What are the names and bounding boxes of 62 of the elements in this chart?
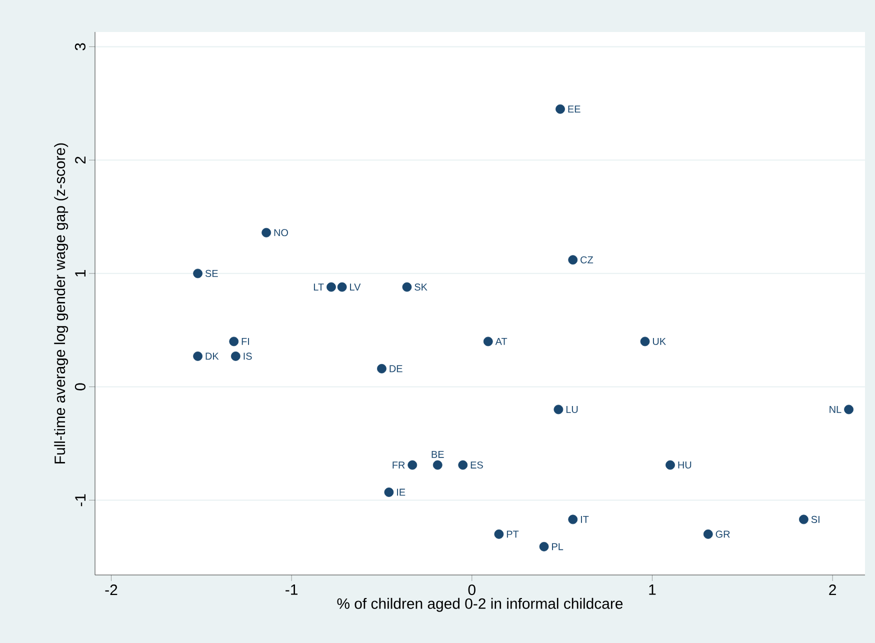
point [326, 282, 336, 292]
point [640, 336, 650, 346]
annotation: SK [414, 284, 428, 291]
annotation: GR [716, 530, 730, 538]
point [229, 336, 239, 346]
point [539, 542, 549, 552]
point [556, 104, 565, 114]
point [666, 460, 675, 470]
annotation: IE [397, 488, 406, 496]
point [377, 364, 386, 374]
x-axis-title: % of children aged 0-2 in informal childcare [337, 598, 623, 612]
annotation: ES [470, 462, 483, 469]
point [568, 514, 578, 524]
annotation: PL [552, 543, 564, 550]
annotation: SE [205, 270, 218, 277]
y-tick-label: 3 [74, 43, 86, 50]
point [193, 351, 202, 361]
annotation: FI [242, 338, 249, 345]
point [483, 336, 493, 346]
point [799, 514, 808, 524]
point [458, 460, 468, 470]
annotation: HU [678, 462, 692, 468]
annotation: AT [495, 338, 508, 345]
annotation: DE [390, 365, 402, 372]
point [337, 282, 347, 292]
point [703, 529, 713, 539]
x-tick-label: 2 [829, 584, 836, 595]
point [402, 282, 412, 292]
y-tick-label: 1 [75, 270, 86, 276]
annotation: UK [652, 338, 666, 345]
y-axis-title: Full-time average log gender wage gap (z-score) [54, 143, 68, 464]
annotation: PT [506, 530, 519, 538]
annotation: BE [432, 450, 444, 458]
x-tick-label: -2 [105, 584, 118, 595]
annotation: IS [244, 352, 252, 360]
annotation: SI [811, 516, 820, 523]
point [262, 228, 272, 238]
annotation: EE [568, 106, 580, 112]
annotation: NL [830, 406, 842, 413]
annotation: LT [314, 284, 324, 290]
annotation: FR [392, 462, 405, 468]
point [432, 460, 442, 470]
annotation: NO [274, 229, 288, 236]
annotation: LV [350, 284, 361, 290]
annotation: DK [206, 352, 219, 360]
point [554, 404, 564, 414]
x-tick-label: -1 [286, 584, 298, 595]
point [494, 529, 504, 539]
y-tick-label: 2 [75, 156, 86, 164]
point [384, 488, 394, 497]
y-tick-label: 0 [74, 383, 86, 390]
point [193, 268, 202, 278]
annotation: CZ [580, 256, 594, 264]
annotation: LU [566, 406, 578, 413]
point [568, 255, 578, 265]
x-tick-label: 0 [468, 584, 476, 596]
point [408, 460, 418, 470]
point [844, 404, 854, 414]
annotation: IT [581, 516, 589, 523]
y-tick-label: -1 [75, 494, 86, 506]
point [230, 351, 240, 361]
x-tick-label: 1 [649, 584, 656, 595]
